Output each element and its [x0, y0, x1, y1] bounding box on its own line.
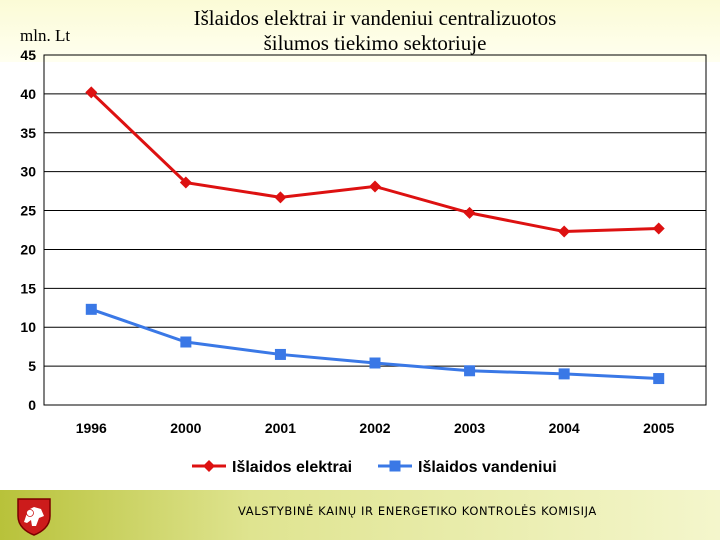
- data-point: [85, 303, 97, 315]
- data-point: [274, 191, 287, 204]
- data-point: [369, 180, 381, 193]
- legend-marker: [389, 460, 401, 472]
- footer-band: VALSTYBINĖ KAINŲ IR ENERGETIKO KONTROLĖS…: [0, 490, 720, 540]
- x-tick-label: 1996: [76, 420, 107, 436]
- y-tick-label: 20: [20, 241, 36, 257]
- x-axis-ticks: 1996 2000 2001 2002 2003 2004 2005: [76, 420, 675, 436]
- y-tick-label: 30: [20, 164, 36, 180]
- legend-entry: Išlaidos elektrai: [192, 459, 352, 476]
- organization-name: VALSTYBINĖ KAINŲ IR ENERGETIKO KONTROLĖS…: [238, 504, 597, 518]
- y-tick-label: 45: [20, 47, 36, 63]
- plot-area: [43, 54, 707, 406]
- legend-entry: Išlaidos vandeniui: [378, 459, 557, 476]
- series-electricity: [85, 86, 665, 238]
- x-tick-label: 2002: [359, 420, 390, 436]
- data-point: [558, 368, 570, 380]
- x-tick-label: 2004: [549, 420, 580, 436]
- line-chart: 0 5 10 15 20 25 30 35 40 45 1996 2000 2001 2002 2003 2…: [20, 47, 707, 476]
- data-point: [369, 357, 381, 369]
- y-tick-label: 10: [20, 319, 36, 335]
- x-tick-label: 2001: [265, 420, 296, 436]
- legend-label: Išlaidos vandeniui: [418, 459, 557, 476]
- legend: Išlaidos elektrai Išlaidos vandeniui: [192, 459, 557, 476]
- legend-marker: [203, 460, 215, 472]
- series-layer: [85, 86, 665, 385]
- y-unit-label: mln. Lt: [20, 26, 71, 45]
- y-tick-label: 40: [20, 86, 36, 102]
- chart-title-line1: Išlaidos elektrai ir vandeniui centraliz…: [193, 6, 557, 30]
- data-point: [464, 365, 476, 377]
- legend-label: Išlaidos elektrai: [232, 459, 352, 476]
- x-tick-label: 2000: [170, 420, 201, 436]
- data-point: [558, 225, 571, 238]
- x-tick-label: 2005: [643, 420, 674, 436]
- y-tick-label: 5: [28, 358, 36, 374]
- data-point: [274, 348, 286, 360]
- data-point: [463, 206, 476, 219]
- y-tick-label: 15: [20, 280, 36, 296]
- data-point: [179, 176, 192, 189]
- y-tick-label: 35: [20, 125, 36, 141]
- chart-title-line2: šilumos tiekimo sektoriuje: [263, 31, 487, 55]
- data-point: [85, 86, 98, 99]
- x-tick-label: 2003: [454, 420, 485, 436]
- series-water: [85, 303, 665, 385]
- title-band: [0, 0, 720, 62]
- chart-title: Išlaidos elektrai ir vandeniui centraliz…: [150, 6, 600, 56]
- coat-of-arms-icon: [17, 498, 51, 536]
- data-point: [653, 373, 665, 385]
- y-axis-ticks: 0 5 10 15 20 25 30 35 40 45: [20, 47, 36, 413]
- data-point: [652, 222, 665, 235]
- data-point: [180, 336, 192, 348]
- y-tick-label: 0: [28, 397, 36, 413]
- y-tick-label: 25: [20, 203, 36, 219]
